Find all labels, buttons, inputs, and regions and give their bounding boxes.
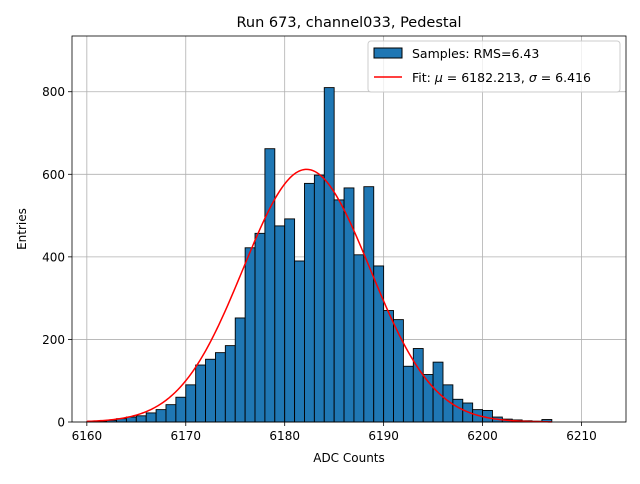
- x-tick-label: 6200: [467, 429, 498, 443]
- histogram-bar: [235, 318, 245, 422]
- histogram-bar: [384, 311, 394, 422]
- histogram-bar: [156, 410, 166, 422]
- x-tick-label: 6160: [72, 429, 103, 443]
- histogram-bar: [206, 359, 216, 422]
- chart-title: Run 673, channel033, Pedestal: [236, 15, 461, 31]
- y-axis-label: Entries: [15, 208, 29, 250]
- histogram-bar: [146, 413, 156, 422]
- histogram-bar: [245, 248, 255, 422]
- x-tick-label: 6180: [269, 429, 300, 443]
- x-tick-label: 6190: [368, 429, 399, 443]
- histogram-bar: [453, 399, 463, 422]
- y-tick-label: 200: [42, 333, 65, 347]
- histogram-bar: [314, 175, 324, 422]
- legend-fit-label: Fit: μ = 6182.213, σ = 6.416: [412, 70, 591, 85]
- histogram-bar: [225, 346, 235, 422]
- y-tick-label: 0: [57, 416, 65, 430]
- histogram-bar: [176, 397, 186, 422]
- histogram-bar: [255, 233, 265, 422]
- histogram-bar: [186, 385, 196, 422]
- histogram-bar: [265, 149, 275, 422]
- histogram-bar: [166, 405, 176, 422]
- x-tick-label: 6210: [566, 429, 597, 443]
- histogram-bar: [295, 261, 305, 422]
- histogram-bar: [285, 219, 295, 422]
- x-axis-label: ADC Counts: [313, 451, 385, 465]
- histogram-bar: [275, 226, 285, 422]
- histogram-bar: [413, 349, 423, 422]
- histogram-bar: [344, 188, 354, 422]
- y-tick-label: 800: [42, 85, 65, 99]
- histogram-bar: [324, 88, 334, 422]
- legend-samples-label: Samples: RMS=6.43: [412, 46, 539, 61]
- y-tick-label: 400: [42, 250, 65, 264]
- histogram-bar: [196, 365, 206, 422]
- histogram-bar: [136, 416, 146, 422]
- histogram-bar: [364, 187, 374, 422]
- histogram-bar: [304, 183, 314, 422]
- x-tick-label: 6170: [170, 429, 201, 443]
- histogram-bar: [215, 353, 225, 422]
- histogram-bar: [354, 255, 364, 422]
- histogram-bar: [403, 366, 413, 422]
- y-tick-label: 600: [42, 168, 65, 182]
- legend: Samples: RMS=6.43 Fit: μ = 6182.213, σ =…: [368, 41, 620, 92]
- histogram-bar: [334, 200, 344, 422]
- legend-samples-swatch: [374, 48, 402, 58]
